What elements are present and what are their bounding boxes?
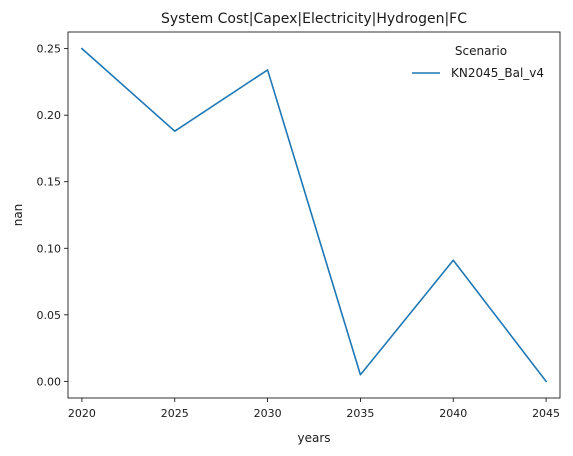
legend-entry-kn2045-bal-v4: KN2045_Bal_v4 (451, 66, 544, 80)
x-axis-label: years (297, 431, 330, 445)
chart-title: System Cost|Capex|Electricity|Hydrogen|F… (161, 11, 467, 27)
series-group (80, 47, 548, 383)
x-tick-label: 2025 (161, 407, 189, 420)
y-tick-label: 0.25 (37, 43, 62, 56)
y-tick-label: 0.10 (37, 242, 62, 255)
y-tick-label: 0.00 (37, 375, 62, 388)
y-axis: 0.00 0.05 0.10 0.15 0.20 0.25 (37, 43, 68, 388)
axes-frame (67, 31, 561, 399)
x-tick-label: 2030 (254, 407, 282, 420)
y-axis-label: nan (11, 204, 25, 227)
legend: Scenario KN2045_Bal_v4 (412, 44, 544, 80)
y-tick-label: 0.20 (37, 109, 62, 122)
plot-area: 2020 2025 2030 2035 2040 2045 0.00 0.05 0.10 0.1… (37, 31, 561, 420)
x-tick-label: 2040 (439, 407, 467, 420)
x-axis: 2020 2025 2030 2035 2040 2045 (68, 398, 560, 420)
y-tick-label: 0.15 (37, 176, 62, 189)
y-tick-label: 0.05 (37, 309, 62, 322)
x-tick-label: 2035 (346, 407, 374, 420)
x-tick-label: 2045 (532, 407, 560, 420)
x-tick-label: 2020 (68, 407, 96, 420)
series-line-kn2045-bal-v4 (80, 47, 548, 383)
legend-title: Scenario (455, 44, 507, 58)
